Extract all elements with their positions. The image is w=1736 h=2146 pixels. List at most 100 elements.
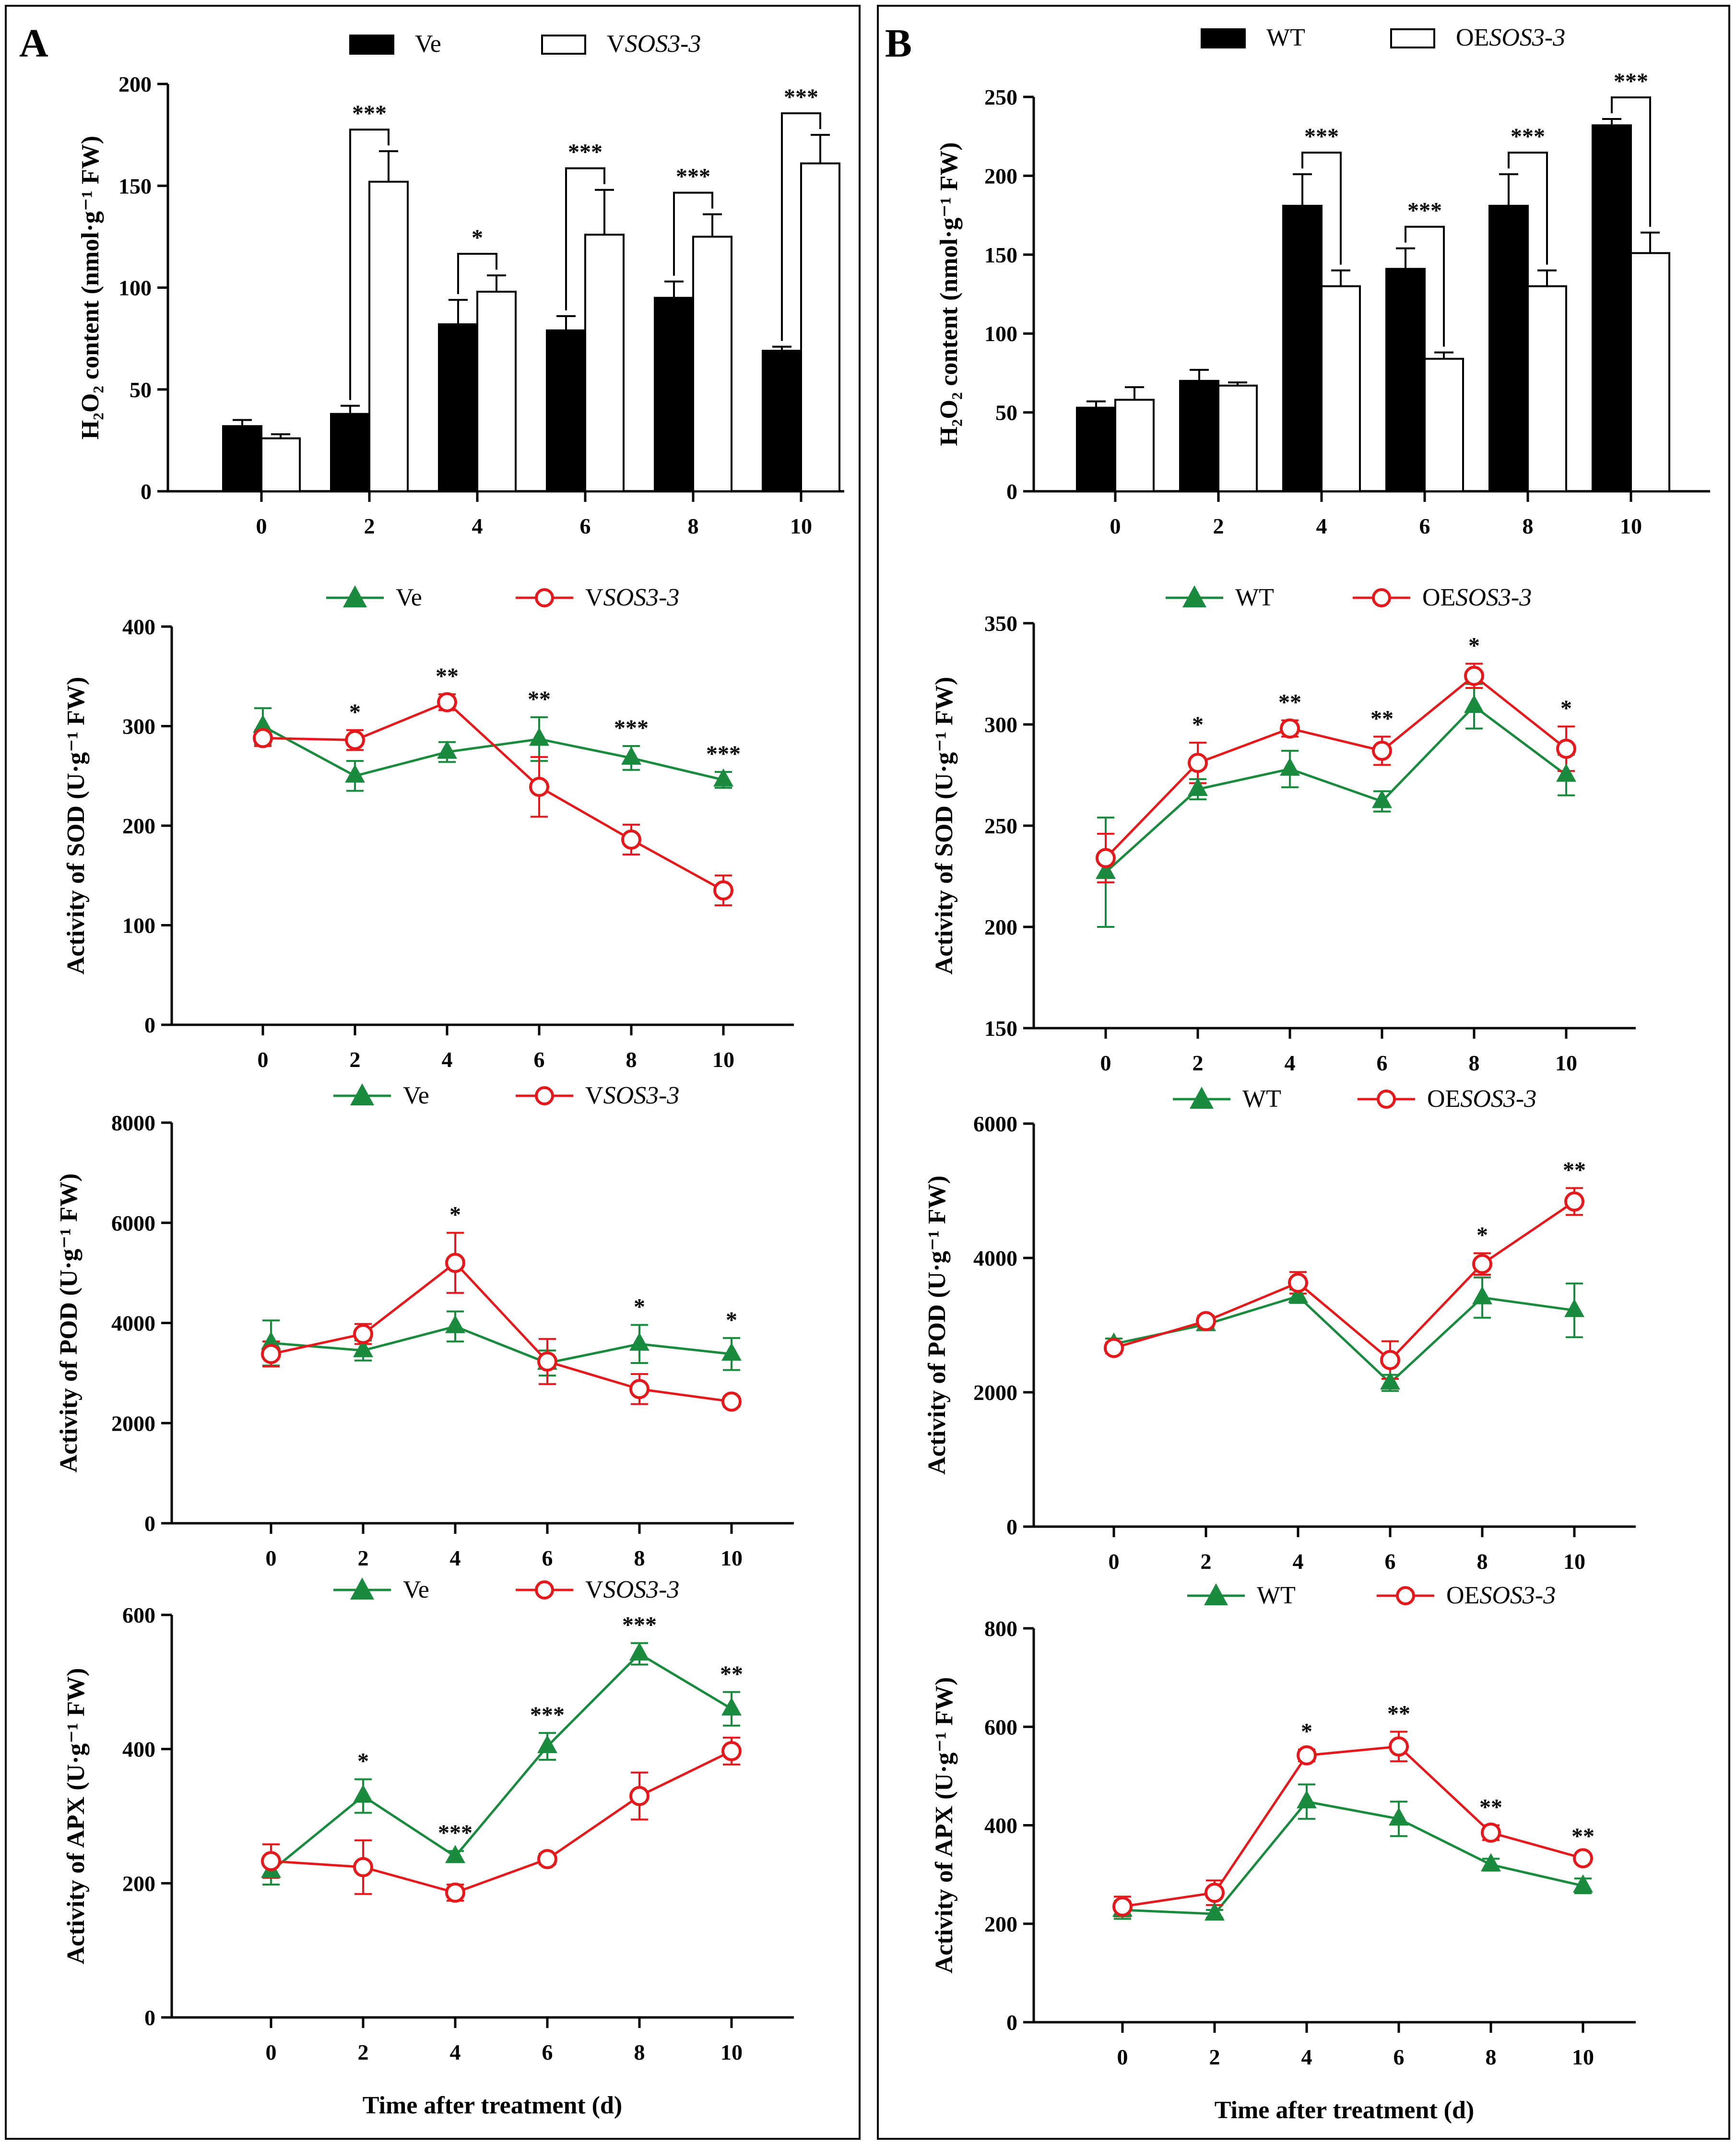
significance-label: ** [436, 664, 459, 689]
data-point-triangle [1188, 778, 1208, 796]
significance-bracket [781, 112, 821, 341]
data-point-circle [1472, 1254, 1492, 1274]
data-point-circle [1096, 848, 1116, 868]
y-axis-label: Activity of POD (U·g⁻¹ FW) [55, 1174, 83, 1473]
data-point-triangle [1288, 1284, 1308, 1303]
x-tick-label: 10 [1620, 514, 1642, 538]
bar-open [584, 234, 625, 492]
significance-label: * [357, 1749, 369, 1774]
data-point-circle [1389, 1736, 1409, 1757]
data-point-triangle [345, 764, 365, 783]
series-line-red [271, 1261, 732, 1403]
data-point-circle [1372, 740, 1392, 761]
data-point-circle [629, 1786, 650, 1806]
y-tick-label: 200 [118, 72, 152, 96]
bar-filled [1385, 268, 1426, 493]
data-point-triangle [1472, 1286, 1492, 1304]
y-tick-label: 250 [984, 814, 1017, 838]
chart-a_apx: 0 200 400 600 0 2 4 6 8 10 Activity of APX (U·g⁻¹ … [62, 1576, 794, 2119]
data-point-circle [537, 1351, 557, 1372]
data-point-circle [1556, 738, 1576, 759]
significance-label: ** [528, 687, 551, 712]
legend-label-0: Ve [415, 30, 441, 58]
x-tick-label: 0 [266, 2040, 277, 2064]
significance-label: * [1560, 696, 1572, 721]
x-tick-label: 4 [442, 1047, 453, 1072]
x-tick-label: 2 [358, 1546, 369, 1570]
data-point-triangle [721, 1697, 742, 1716]
x-tick-label: 0 [266, 1546, 277, 1570]
legend-marker-triangle [350, 1083, 374, 1105]
bar-open [1527, 285, 1567, 492]
data-point-triangle [629, 1642, 650, 1661]
data-point-circle [261, 1344, 281, 1364]
data-point-circle [445, 1882, 465, 1903]
y-tick-label: 200 [122, 1871, 155, 1896]
bar-open [476, 290, 517, 492]
significance-bracket [457, 253, 497, 294]
y-tick-label: 350 [984, 611, 1017, 636]
x-tick-label: 4 [1293, 1549, 1304, 1574]
x-tick-label: 0 [1110, 514, 1121, 538]
legend-marker-circle [1396, 1586, 1415, 1605]
legend-label-1: VSOS3-3 [607, 30, 701, 58]
data-point-circle [261, 1851, 281, 1872]
y-tick-label: 50 [995, 401, 1017, 425]
y-tick-label: 150 [984, 1016, 1017, 1041]
x-tick-label: 2 [1213, 514, 1224, 538]
y-tick-label: 0 [1006, 1515, 1017, 1539]
data-point-circle [621, 830, 641, 850]
series-line-green [1105, 704, 1567, 873]
bar-filled [1592, 124, 1632, 492]
panel-label-b: B [885, 21, 912, 66]
y-tick-label: 4000 [973, 1246, 1017, 1270]
x-tick-label: 4 [472, 514, 483, 538]
series-line-red [1122, 1745, 1583, 1908]
y-tick-label: 100 [122, 913, 155, 938]
legend-label-0: Ve [403, 1576, 429, 1603]
significance-bracket [565, 167, 605, 310]
data-point-circle [713, 880, 733, 901]
data-point-circle [1380, 1350, 1400, 1370]
y-tick-label: 300 [122, 714, 155, 739]
significance-label: *** [614, 715, 649, 741]
data-point-triangle [1205, 1902, 1225, 1921]
significance-label: *** [568, 140, 602, 165]
legend-label-0: WT [1266, 24, 1305, 51]
bar-open [1424, 357, 1464, 492]
data-point-circle [1288, 1272, 1308, 1293]
x-tick-label: 10 [712, 1047, 734, 1072]
y-tick-label: 600 [984, 1715, 1017, 1739]
data-point-triangle [1280, 757, 1300, 776]
x-tick-label: 4 [1285, 1051, 1296, 1075]
data-point-triangle [353, 1339, 373, 1357]
data-point-circle [537, 1849, 557, 1869]
data-point-circle [1112, 1896, 1133, 1917]
data-point-circle [1188, 753, 1208, 773]
data-point-circle [1481, 1822, 1501, 1843]
legend-label-1: VSOS3-3 [585, 1082, 679, 1109]
panel-frame-b [877, 5, 1730, 2140]
x-tick-label: 6 [1385, 1549, 1396, 1574]
bar-open [368, 180, 409, 492]
y-tick-label: 100 [118, 276, 152, 300]
bar-open [800, 162, 840, 492]
bar-open [260, 437, 301, 493]
series-line-red [1113, 1200, 1575, 1362]
data-point-triangle [629, 1332, 650, 1351]
legend-marker-triangle [350, 1577, 374, 1600]
significance-label: *** [1614, 69, 1648, 94]
legend-marker-triangle [1190, 1087, 1214, 1109]
y-tick-label: 2000 [111, 1411, 155, 1435]
data-point-triangle [1372, 790, 1392, 808]
significance-label: ** [1563, 1157, 1586, 1183]
x-tick-label: 6 [580, 514, 591, 538]
y-tick-label: 400 [984, 1814, 1017, 1838]
significance-label: *** [1511, 124, 1545, 149]
bar-open [1114, 399, 1155, 493]
y-tick-label: 200 [984, 915, 1017, 939]
series-line-green [1113, 1294, 1575, 1385]
bar-filled [222, 425, 262, 492]
x-axis-label: Time after treatment (d) [1215, 2097, 1474, 2124]
x-tick-label: 6 [1377, 1051, 1388, 1075]
